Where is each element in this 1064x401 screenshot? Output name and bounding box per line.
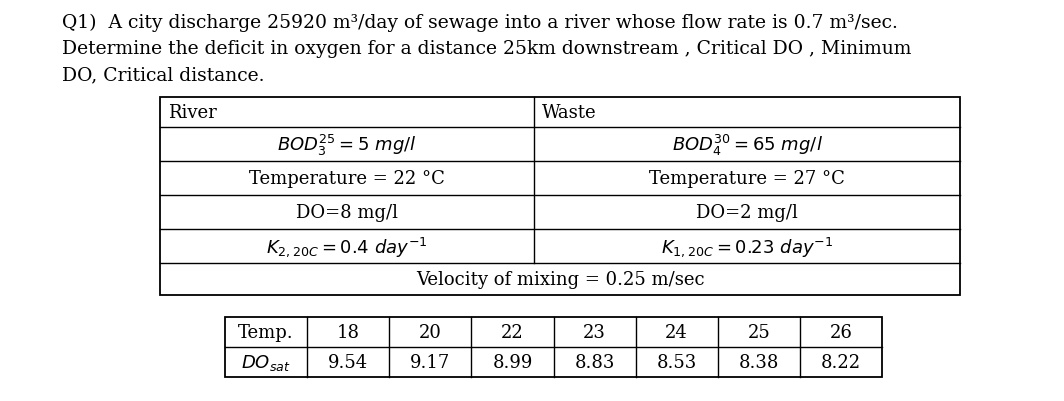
Text: Temperature = 22 °C: Temperature = 22 °C bbox=[249, 170, 445, 188]
Text: 9.17: 9.17 bbox=[411, 353, 450, 371]
Text: 25: 25 bbox=[747, 323, 770, 341]
Text: 26: 26 bbox=[830, 323, 852, 341]
Text: 18: 18 bbox=[336, 323, 360, 341]
Text: Velocity of mixing = 0.25 m/sec: Velocity of mixing = 0.25 m/sec bbox=[416, 270, 704, 288]
Text: $K_{2,20C} = 0.4\ day^{-1}$: $K_{2,20C} = 0.4\ day^{-1}$ bbox=[266, 235, 428, 258]
Text: Waste: Waste bbox=[542, 104, 597, 122]
Text: 9.54: 9.54 bbox=[328, 353, 368, 371]
Text: Temp.: Temp. bbox=[238, 323, 294, 341]
Text: River: River bbox=[168, 104, 217, 122]
Text: 8.99: 8.99 bbox=[493, 353, 533, 371]
Text: $DO_{sat}$: $DO_{sat}$ bbox=[242, 352, 290, 372]
Text: $BOD_3^{25} = 5\ mg/l$: $BOD_3^{25} = 5\ mg/l$ bbox=[278, 132, 417, 157]
Text: $K_{1,20C} = 0.23\ day^{-1}$: $K_{1,20C} = 0.23\ day^{-1}$ bbox=[661, 235, 833, 258]
Text: DO, Critical distance.: DO, Critical distance. bbox=[62, 66, 265, 84]
Text: 8.53: 8.53 bbox=[656, 353, 697, 371]
Bar bbox=[160, 98, 960, 295]
Text: Temperature = 27 °C: Temperature = 27 °C bbox=[649, 170, 845, 188]
Text: 8.83: 8.83 bbox=[575, 353, 615, 371]
Text: DO=8 mg/l: DO=8 mg/l bbox=[296, 203, 398, 221]
Text: 24: 24 bbox=[665, 323, 688, 341]
Text: DO=2 mg/l: DO=2 mg/l bbox=[696, 203, 798, 221]
Text: $BOD_4^{30} = 65\ mg/l$: $BOD_4^{30} = 65\ mg/l$ bbox=[671, 132, 822, 157]
Text: 22: 22 bbox=[501, 323, 523, 341]
Text: 8.38: 8.38 bbox=[738, 353, 779, 371]
Bar bbox=[225, 317, 882, 377]
Text: Determine the deficit in oxygen for a distance 25km downstream , Critical DO , M: Determine the deficit in oxygen for a di… bbox=[62, 40, 912, 58]
Text: 23: 23 bbox=[583, 323, 606, 341]
Text: 20: 20 bbox=[419, 323, 442, 341]
Text: Q1)  A city discharge 25920 m³/day of sewage into a river whose flow rate is 0.7: Q1) A city discharge 25920 m³/day of sew… bbox=[62, 14, 898, 32]
Text: 8.22: 8.22 bbox=[820, 353, 861, 371]
